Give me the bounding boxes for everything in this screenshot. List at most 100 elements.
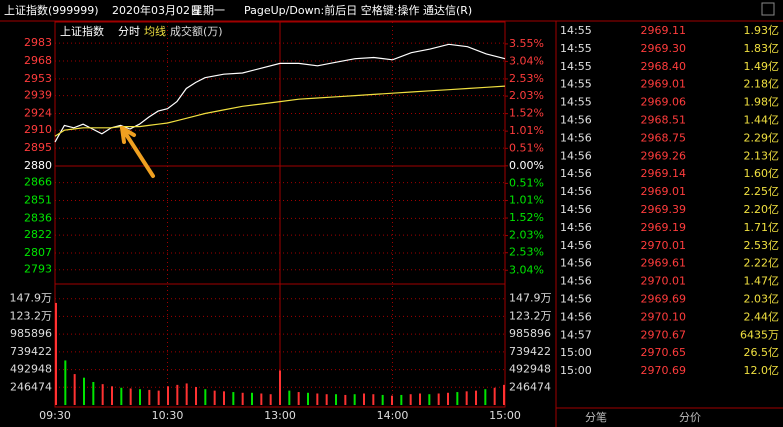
tick-time: 15:00	[560, 364, 592, 377]
tick-amount: 1.49亿	[744, 60, 780, 73]
volume-bar	[372, 394, 375, 405]
volume-bar	[391, 395, 393, 405]
y-tick-label: 2866	[24, 176, 52, 189]
tick-time: 14:56	[560, 185, 592, 198]
y2-tick-label: 1.52%	[509, 107, 544, 120]
tick-time: 15:00	[560, 346, 592, 359]
y2-tick-label: 2.53%	[509, 72, 544, 85]
tick-price: 2969.39	[641, 203, 687, 216]
y-tick-label: 2910	[24, 123, 52, 136]
x-tick-label: 14:00	[377, 409, 409, 422]
tick-amount: 1.98亿	[744, 96, 780, 109]
volume-tick-label: 739422	[509, 345, 551, 358]
tick-price: 2969.61	[641, 257, 687, 270]
volume-bar	[353, 394, 356, 405]
volume-bar	[223, 391, 225, 405]
volume-bar	[279, 370, 281, 405]
tick-amount: 2.03亿	[744, 293, 780, 306]
tick-time: 14:56	[560, 275, 592, 288]
volume-bar	[213, 390, 216, 405]
y2-tick-label: 2.53%	[509, 246, 544, 259]
y2-tick-label: 0.00%	[509, 159, 544, 172]
volume-tick-label: 123.2万	[509, 309, 552, 322]
tick-price: 2969.06	[641, 96, 687, 109]
volume-bar	[297, 392, 300, 405]
y-tick-label: 2822	[24, 228, 52, 241]
volume-bar	[307, 392, 309, 405]
volume-bar	[428, 394, 431, 405]
x-tick-label: 10:30	[152, 409, 184, 422]
tick-time: 14:56	[560, 293, 592, 306]
tab[interactable]: 分价	[679, 411, 701, 424]
tick-price: 2970.01	[641, 275, 687, 288]
volume-bar	[316, 393, 319, 405]
tick-price: 2969.11	[641, 24, 687, 37]
volume-bar	[447, 392, 449, 405]
volume-bar	[269, 394, 272, 405]
legend-item: 成交额(万)	[170, 24, 223, 38]
legend-item: 上证指数	[60, 24, 104, 38]
date: 2020年03月02日	[112, 3, 201, 17]
title-bar	[0, 0, 783, 20]
x-tick-label: 15:00	[489, 409, 521, 422]
tick-time: 14:55	[560, 96, 592, 109]
volume-bar	[381, 394, 384, 405]
tick-price: 2969.01	[641, 185, 687, 198]
volume-tick-label: 739422	[10, 345, 52, 358]
tick-time: 14:55	[560, 78, 592, 91]
tick-price: 2970.65	[641, 346, 687, 359]
volume-bar	[120, 387, 123, 405]
y2-tick-label: 1.01%	[509, 194, 544, 207]
volume-bar	[456, 392, 459, 405]
volume-tick-label: 492948	[509, 363, 551, 376]
y-tick-label: 2953	[24, 72, 52, 85]
volume-bar	[503, 384, 505, 405]
tick-amount: 2.53亿	[744, 239, 780, 252]
volume-bar	[232, 392, 235, 405]
y-tick-label: 2793	[24, 263, 52, 276]
volume-bar	[465, 391, 468, 405]
y2-tick-label: 2.03%	[509, 229, 544, 242]
tick-price: 2970.69	[641, 364, 687, 377]
volume-tick-label: 985896	[10, 327, 52, 340]
x-tick-label: 13:00	[264, 409, 296, 422]
tick-price: 2969.19	[641, 221, 687, 234]
tick-time: 14:56	[560, 239, 592, 252]
y2-tick-label: 3.55%	[509, 37, 544, 50]
y2-tick-label: 0.51%	[509, 176, 544, 189]
volume-bar	[325, 394, 328, 405]
tick-amount: 2.22亿	[744, 257, 780, 270]
volume-bar	[288, 390, 291, 405]
tick-time: 14:56	[560, 167, 592, 180]
tick-amount: 2.20亿	[744, 203, 780, 216]
volume-tick-label: 147.9万	[509, 292, 552, 305]
volume-bar	[400, 394, 403, 405]
y-tick-label: 2939	[24, 89, 52, 102]
tick-amount: 2.18亿	[744, 78, 780, 91]
volume-bar	[148, 389, 151, 405]
volume-bar	[260, 393, 263, 405]
tab[interactable]: 分笔	[585, 410, 607, 424]
volume-tick-label: 246474	[509, 380, 551, 393]
volume-bar	[251, 392, 253, 405]
tick-amount: 1.44亿	[744, 114, 780, 127]
tick-amount: 2.25亿	[744, 185, 780, 198]
y2-tick-label: 2.03%	[509, 89, 544, 102]
volume-bar	[139, 389, 141, 405]
volume-bar	[475, 390, 477, 405]
tick-amount: 2.44亿	[744, 310, 780, 323]
volume-bar	[185, 383, 188, 405]
weekday: 星期一	[192, 4, 225, 17]
tick-amount: 1.47亿	[744, 275, 780, 288]
tick-time: 14:56	[560, 149, 592, 162]
tick-amount: 1.83亿	[744, 42, 780, 55]
y-tick-label: 2895	[24, 141, 52, 154]
window-button[interactable]	[761, 2, 775, 16]
y2-tick-label: 1.01%	[509, 124, 544, 137]
tick-price: 2970.10	[641, 310, 687, 323]
volume-bar	[83, 377, 85, 405]
volume-bar	[157, 390, 160, 405]
volume-bar	[409, 394, 412, 405]
tick-amount: 26.5亿	[744, 346, 780, 359]
tick-time: 14:57	[560, 328, 592, 341]
